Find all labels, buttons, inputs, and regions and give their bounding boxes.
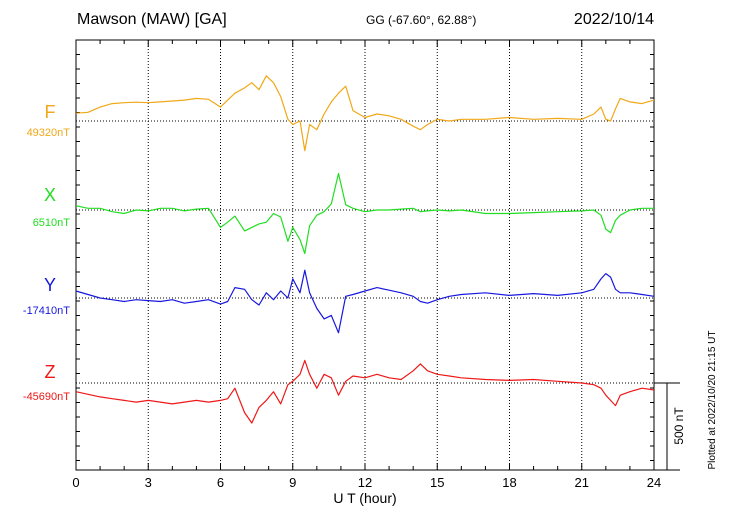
x-tick-label: 15 xyxy=(430,475,444,490)
series-baseline-x: 6510nT xyxy=(33,217,71,229)
series-baselines xyxy=(76,120,654,384)
x-tick-labels: 0 3 6 9 12 15 18 21 24 xyxy=(72,475,661,490)
scale-bar xyxy=(654,382,680,471)
x-axis-label: U T (hour) xyxy=(333,490,396,506)
axis-ticks xyxy=(75,40,655,470)
data-series xyxy=(75,75,655,424)
series-baseline-z: -45690nT xyxy=(23,391,70,403)
series-line-y xyxy=(75,269,655,334)
series-name-y: Y xyxy=(44,275,56,295)
scale-bar-label: 500 nT xyxy=(672,407,686,445)
series-name-f: F xyxy=(45,102,56,122)
x-tick-label: 9 xyxy=(289,475,296,490)
series-name-z: Z xyxy=(45,362,56,382)
series-labels: F 49320nT X 6510nT Y -17410nT Z -45690nT xyxy=(23,102,70,403)
x-tick-label: 18 xyxy=(502,475,516,490)
series-line-f xyxy=(75,75,655,152)
x-tick-label: 21 xyxy=(575,475,589,490)
series-name-x: X xyxy=(44,185,56,205)
x-tick-label: 24 xyxy=(647,475,661,490)
station-title: Mawson (MAW) [GA] xyxy=(77,11,227,28)
x-tick-label: 0 xyxy=(72,475,79,490)
date-label: 2022/10/14 xyxy=(574,11,654,28)
plot-frame xyxy=(75,39,655,471)
series-baseline-f: 49320nT xyxy=(27,127,71,139)
coordinates-label: GG (-67.60°, 62.88°) xyxy=(366,13,476,27)
series-line-x xyxy=(75,172,654,255)
series-baseline-y: -17410nT xyxy=(23,305,70,317)
x-tick-label: 3 xyxy=(145,475,152,490)
x-tick-label: 6 xyxy=(217,475,224,490)
grid-lines xyxy=(147,40,583,470)
plotted-timestamp: Plotted at 2022/10/20 21:15 UT xyxy=(707,331,718,470)
series-line-z xyxy=(75,359,655,424)
x-tick-label: 12 xyxy=(358,475,372,490)
